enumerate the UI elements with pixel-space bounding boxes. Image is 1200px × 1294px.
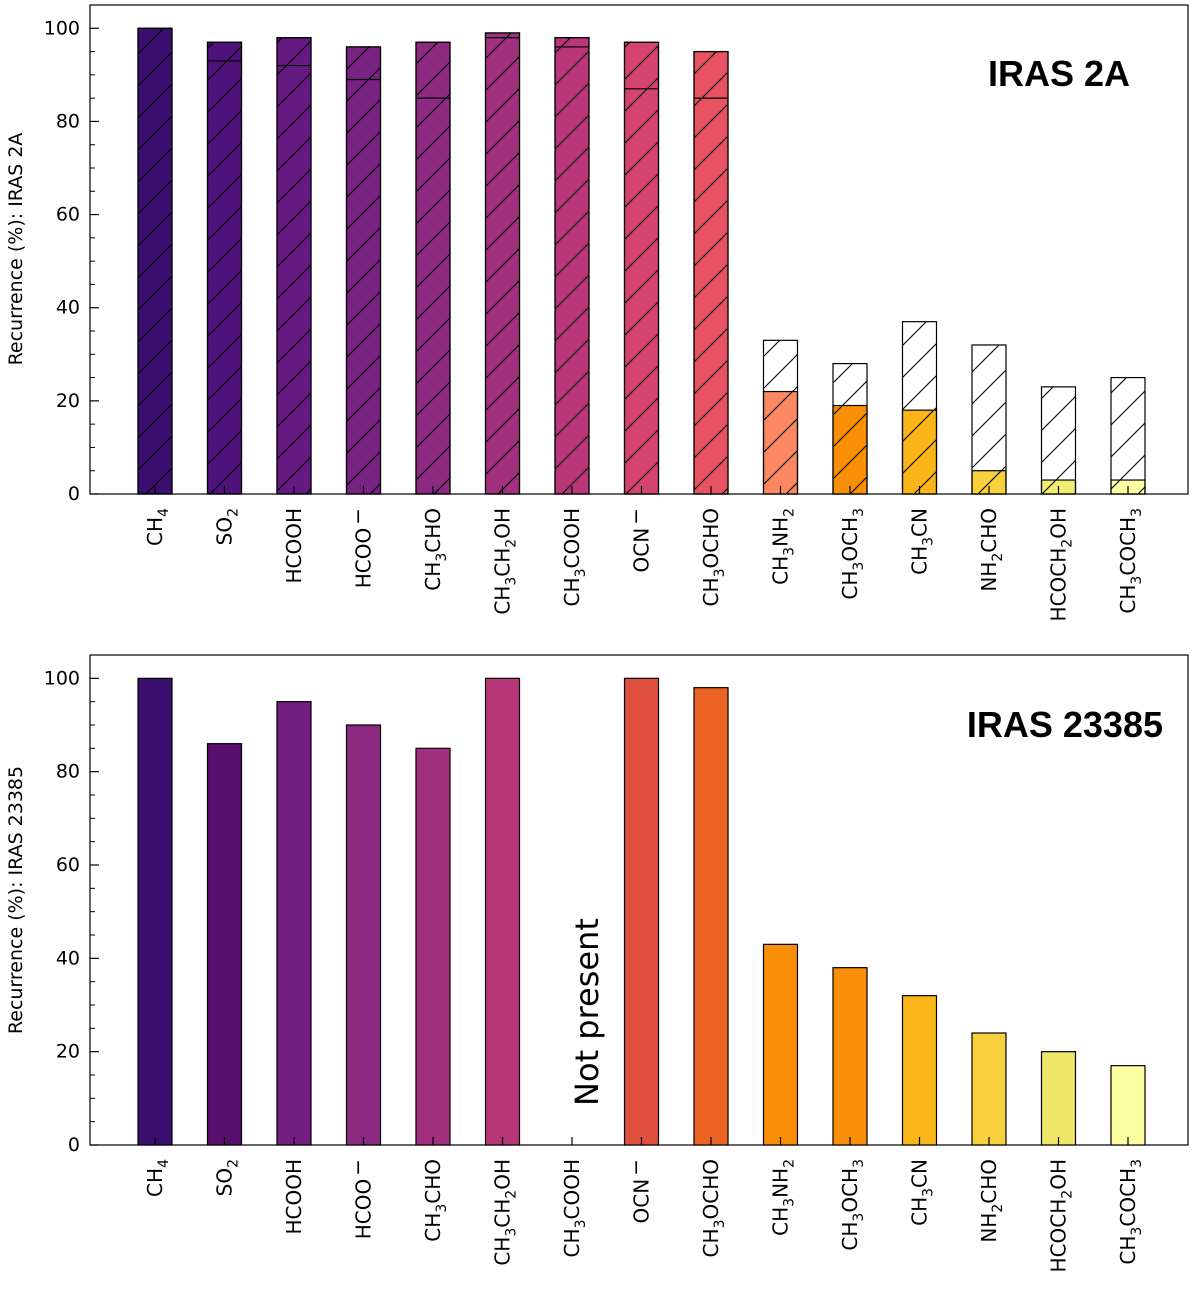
hatched-bar [206,41,243,495]
hatched-bar [693,50,729,495]
bar [137,677,173,1146]
hatched-bar [762,339,799,495]
hatched-bar [554,36,590,495]
hatched-bar [1040,386,1077,495]
bar [832,967,868,1146]
x-tick-label: CH3​OCHO [699,1159,728,1257]
x-tick-label: CH3​CH2​OH [491,1159,520,1266]
x-tick-label: CH4​ [143,1159,172,1197]
x-axis-labels: CH4​ SO2​ HCOOH HCOO−​ CH3​CHO CH3​CH2​OH CH3​… [143,1137,1145,1272]
y-tick-label: 0 [68,1134,80,1156]
bar [693,687,729,1146]
chart-title: IRAS 23385 [967,704,1163,745]
x-tick-label: CH3​CN [908,1159,937,1226]
hatched-bar [623,41,660,495]
x-tick-label: CH3​COCH3​ [1116,508,1145,614]
x-tick-label: NH2​CHO [977,508,1006,592]
y-tick-label: 60 [56,204,80,226]
hatched-bar [415,41,451,495]
y-axis-ticks: 0 20 40 60 80 100 [44,17,99,505]
y-axis-label: Recurrence (%): IRAS 23385 [5,766,27,1034]
y-tick-label: 100 [44,17,80,39]
x-tick-label: HCOOH [282,1159,306,1235]
x-tick-label: SO2​ [213,508,242,545]
x-tick-label: HCOO−​ [346,1159,376,1239]
hatched-bar [484,32,521,495]
x-tick-label: CH3​CN [908,508,937,575]
y-tick-label: 100 [44,667,80,689]
x-tick-label: CH3​NH2​ [769,508,798,585]
hatched-bar [137,27,173,495]
y-tick-label: 60 [56,854,80,876]
y-tick-label: 80 [56,110,80,132]
bar [206,743,243,1146]
y-tick-label: 20 [56,1041,80,1063]
bar [901,995,938,1146]
bar [1110,1065,1146,1146]
x-tick-label: CH3​COOH [560,508,589,606]
bars [137,677,1146,1146]
x-tick-label: CH3​COOH [560,1159,589,1257]
bar [623,677,660,1146]
x-tick-label: CH3​CHO [421,1159,450,1242]
y-tick-label: 80 [56,761,80,783]
not-present-annotation: Not present [568,918,606,1106]
x-tick-label: NH2​CHO [977,1159,1006,1243]
x-tick-label: CH3​CH2​OH [491,508,520,615]
bar [345,724,382,1146]
y-tick-label: 0 [68,483,80,505]
x-tick-label: CH3​OCHO [699,508,728,606]
bar [276,701,312,1146]
hatched-bar [276,36,312,495]
chart-title: IRAS 2A [988,53,1130,94]
bar [484,677,521,1146]
bar [415,747,451,1146]
x-tick-label: SO2​ [213,1159,242,1196]
x-tick-label: OCN−​ [624,1159,654,1223]
bar [762,943,799,1146]
hatched-bar [832,363,868,495]
bars [137,27,1146,495]
x-tick-label: CH3​CHO [421,508,450,591]
y-tick-label: 40 [56,297,80,319]
x-tick-label: HCOCH2​OH [1047,1159,1076,1272]
hatched-bar [901,321,938,495]
hatched-bar [971,344,1007,495]
x-tick-label: CH3​OCH3​ [838,508,867,600]
x-tick-label: CH3​NH2​ [769,1159,798,1236]
chart-iras-2a: IRAS 2A Recurrence (%): IRAS 2A 0 20 40 60 8… [5,4,1189,621]
x-axis-labels: CH4​ SO2​ HCOOH HCOO−​ CH3​CHO CH3​CH2​OH CH3​… [143,486,1145,621]
x-tick-label: OCN−​ [624,508,654,572]
y-axis-label: Recurrence (%): IRAS 2A [5,133,27,366]
hatched-bar [345,46,382,495]
bar [971,1032,1007,1146]
bar [1040,1051,1077,1146]
chart-iras-23385: IRAS 23385 Recurrence (%): IRAS 23385 0 2… [5,654,1189,1272]
x-tick-label: CH3​COCH3​ [1116,1159,1145,1265]
x-tick-label: HCOCH2​OH [1047,508,1076,621]
y-tick-label: 40 [56,947,80,969]
y-axis-ticks: 0 20 40 60 80 100 [44,667,99,1156]
y-tick-label: 20 [56,390,80,412]
x-tick-label: CH3​OCH3​ [838,1159,867,1251]
x-tick-label: CH4​ [143,508,172,546]
x-tick-label: HCOO−​ [346,508,376,588]
x-tick-label: HCOOH [282,508,306,584]
hatched-bar [1110,376,1146,495]
